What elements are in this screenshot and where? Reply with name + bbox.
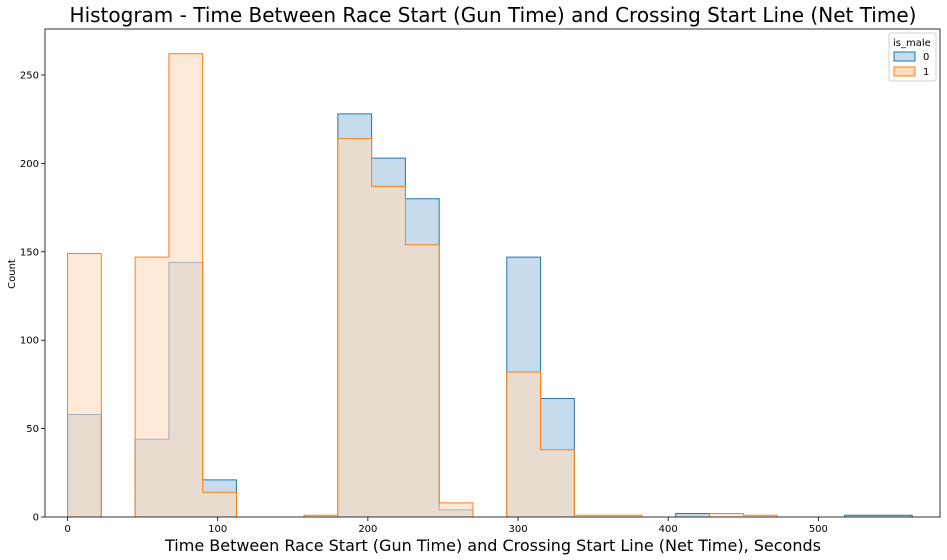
bar-series-1-bin-7 xyxy=(304,515,338,517)
bar-series-1-bin-13 xyxy=(506,372,541,517)
legend-label-1: 1 xyxy=(923,67,929,78)
x-tick-label-500: 500 xyxy=(809,524,828,535)
x-tick-label-300: 300 xyxy=(508,524,527,535)
bar-series-1-bin-4 xyxy=(202,492,237,517)
bar-series-1-bin-11 xyxy=(439,502,473,517)
bar-series-1-bin-19 xyxy=(709,513,744,517)
y-tick-label-100: 100 xyxy=(20,336,39,347)
bar-series-1-bin-8 xyxy=(337,138,372,517)
legend-title: is_male xyxy=(893,38,931,49)
x-tick-label-200: 200 xyxy=(358,524,377,535)
y-tick-label-250: 250 xyxy=(20,70,39,81)
legend-swatch-0 xyxy=(893,51,916,62)
y-tick-label-150: 150 xyxy=(20,247,39,258)
bar-series-1-bin-15 xyxy=(574,515,609,517)
bar-series-1-bin-10 xyxy=(405,244,440,517)
y-tick-label-200: 200 xyxy=(20,159,39,170)
bar-series-1-bin-2 xyxy=(135,257,169,517)
bar-series-0-bin-24 xyxy=(878,515,913,517)
bar-series-1-bin-0 xyxy=(67,253,102,518)
y-tick-label-0: 0 xyxy=(33,513,39,524)
bar-series-1-bin-14 xyxy=(540,449,575,517)
bar-series-1-bin-9 xyxy=(371,186,406,518)
x-axis-label: Time Between Race Start (Gun Time) and C… xyxy=(164,536,821,555)
bars-layer xyxy=(67,53,913,518)
bar-series-0-bin-18 xyxy=(675,513,710,517)
bar-series-1-bin-20 xyxy=(743,515,778,517)
y-axis-label: Count xyxy=(7,259,18,289)
legend-swatch-1 xyxy=(893,66,916,77)
x-tick-label-0: 0 xyxy=(64,524,70,535)
legend: is_male 01 xyxy=(888,32,937,82)
x-tick-label-400: 400 xyxy=(659,524,678,535)
series-1-outline xyxy=(67,53,778,517)
series-1-group xyxy=(67,53,778,518)
y-tick-label-50: 50 xyxy=(26,424,39,435)
x-tick-label-100: 100 xyxy=(208,524,227,535)
chart-title: Histogram - Time Between Race Start (Gun… xyxy=(70,3,917,27)
plot-frame xyxy=(44,28,941,518)
legend-label-0: 0 xyxy=(923,52,929,63)
bar-series-1-bin-16 xyxy=(608,515,642,517)
bar-series-1-bin-3 xyxy=(168,53,203,517)
bar-series-0-bin-23 xyxy=(844,515,879,517)
legend-items: 01 xyxy=(893,51,929,78)
